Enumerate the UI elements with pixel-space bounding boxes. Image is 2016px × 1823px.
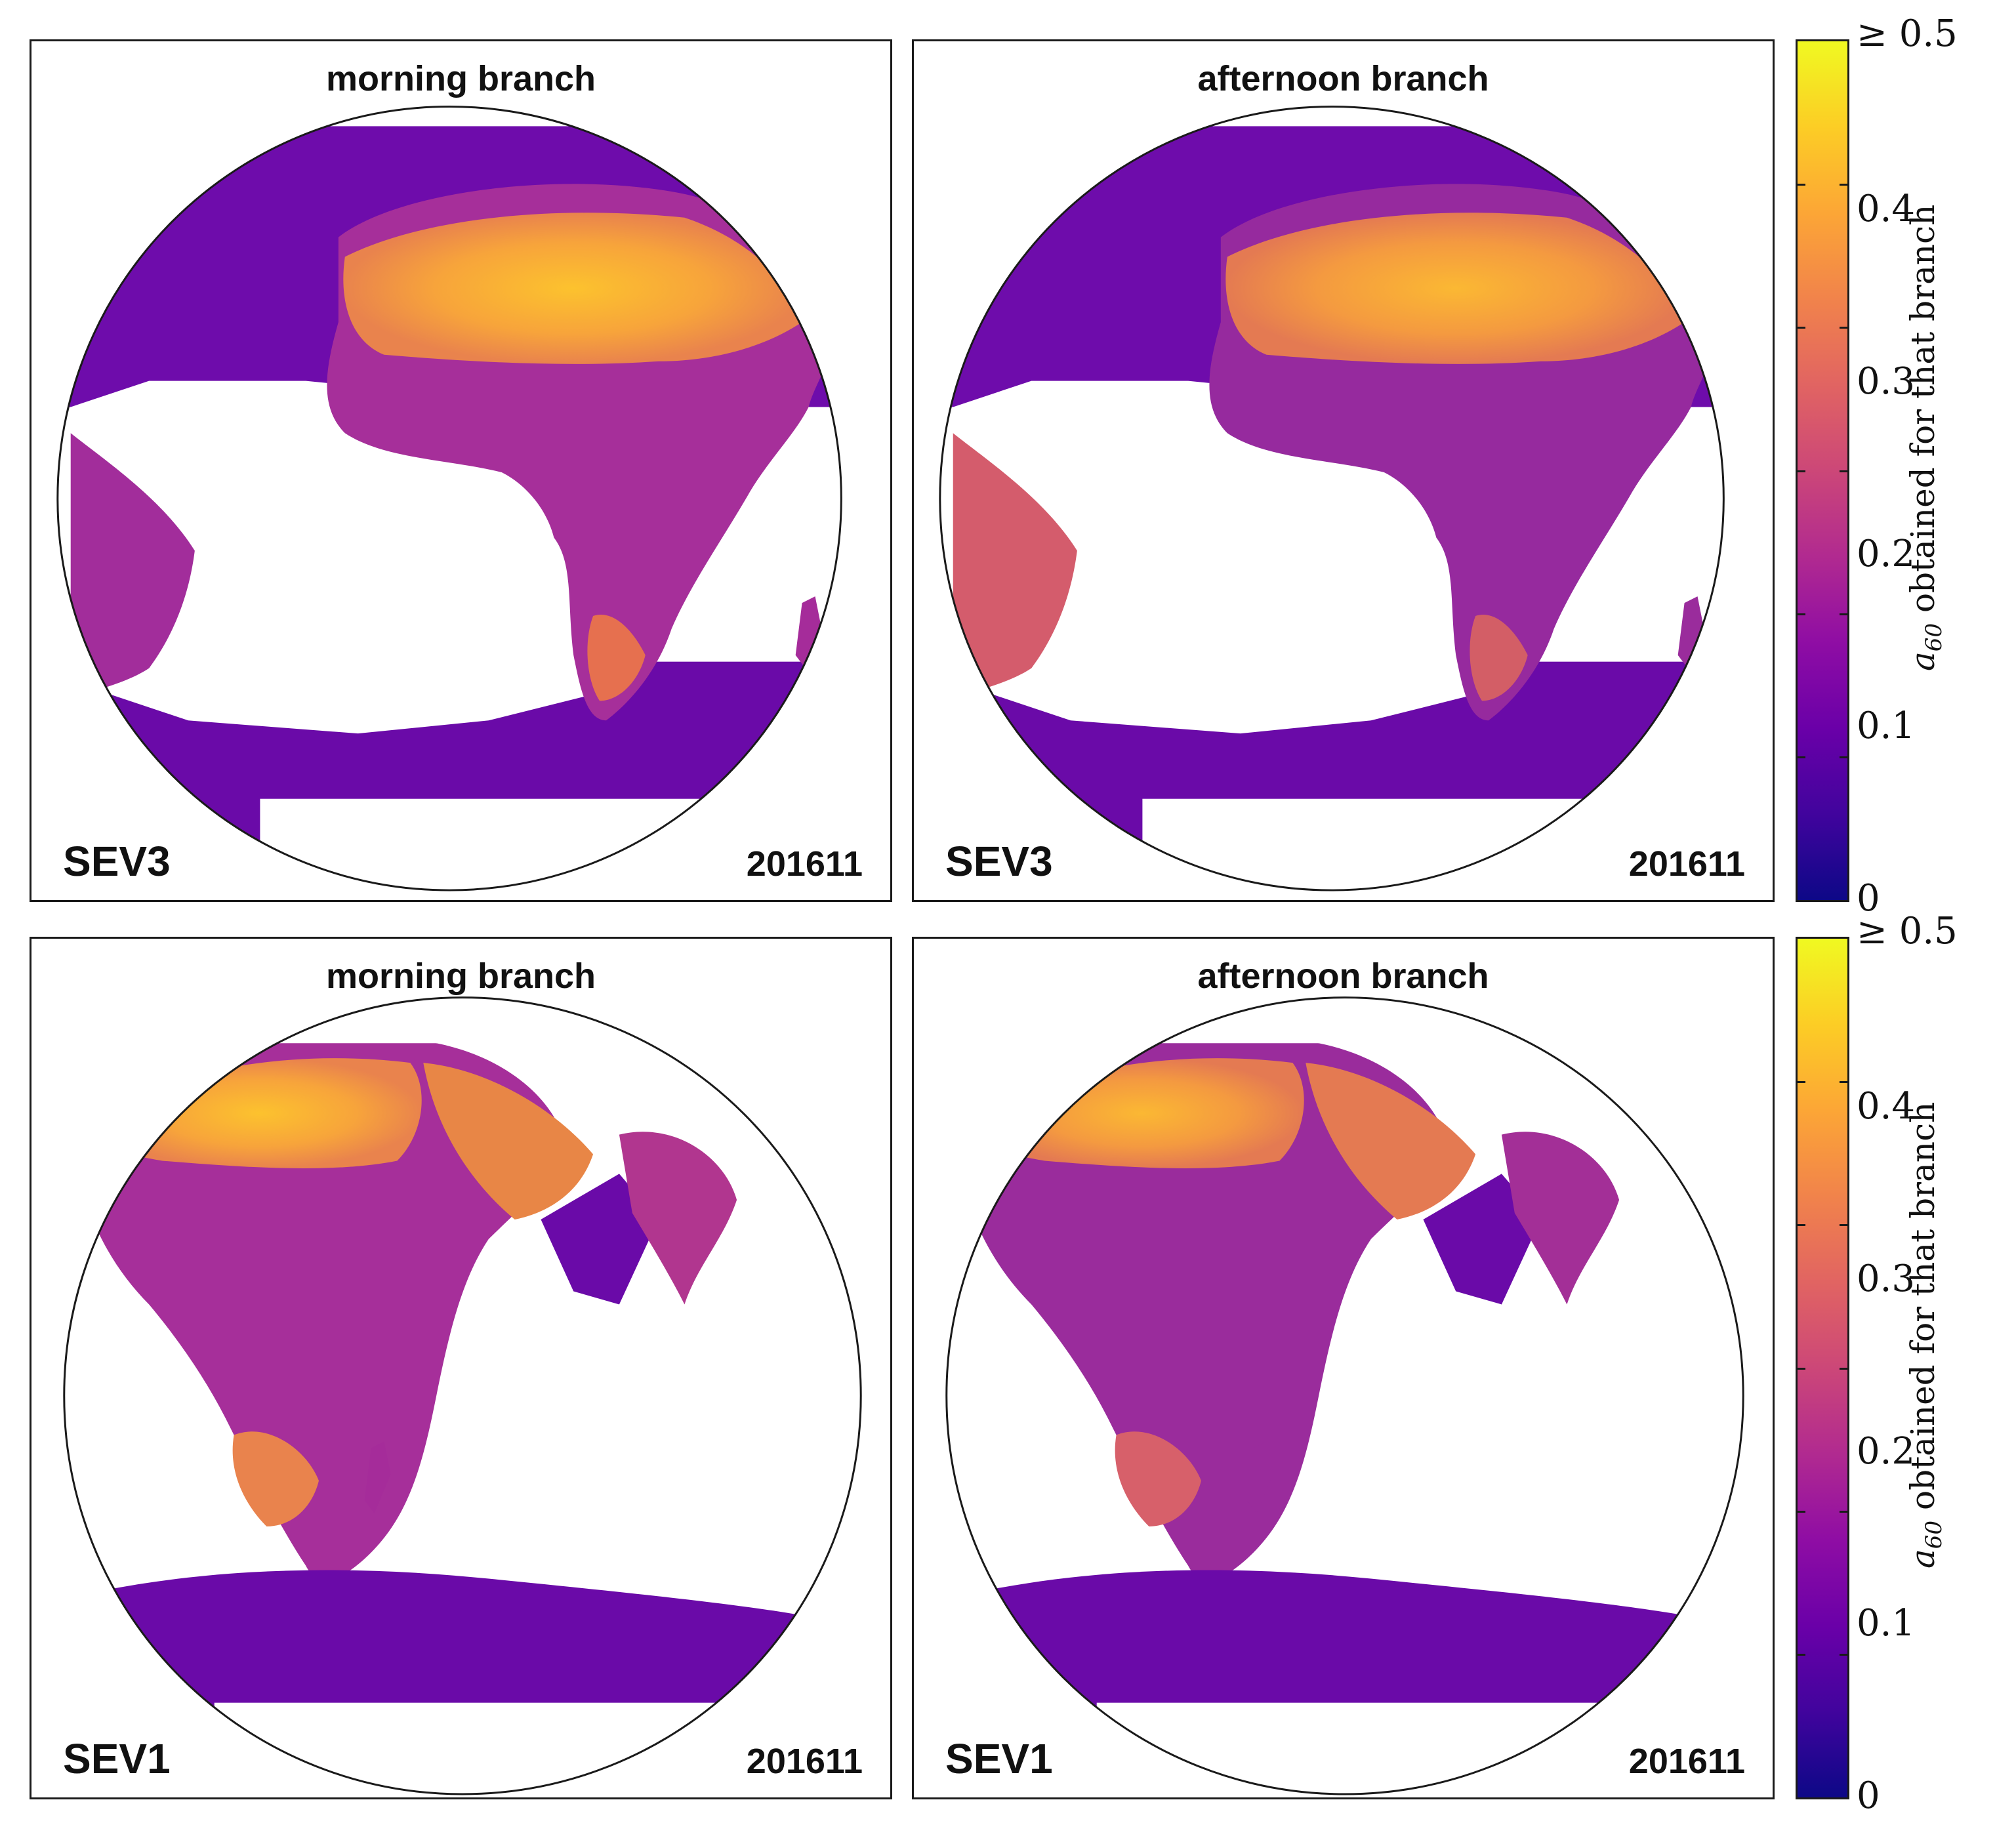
satellite-label: SEV1 (945, 1735, 1053, 1782)
variable-subscript: 60 (1921, 623, 1947, 652)
cloud-mask-north (64, 1017, 861, 1044)
date-label: 201611 (746, 1742, 863, 1781)
madagascar (364, 1441, 391, 1513)
south-america-landmass (953, 433, 1077, 695)
disk-map-sev3-afternoon (939, 106, 1725, 891)
arabian-peninsula (423, 1063, 594, 1220)
variable-symbol: a (1904, 651, 1942, 671)
colorbar-title-bottom: a60 obtained for that branch (1904, 1102, 1947, 1568)
map-panel-sev3-afternoon: afternoon branch SEV3 201611 (912, 39, 1775, 902)
south-africa-desert (1470, 615, 1528, 701)
colorbar-tick-label: ≥ 0.5 (1857, 910, 1958, 952)
colorbar-title-top: a60 obtained for that branch (1904, 205, 1947, 671)
africa-landmass (959, 1032, 1450, 1580)
cloud-mask-north (946, 1017, 1744, 1044)
madagascar (795, 596, 822, 668)
southern-clear-mask (260, 798, 783, 891)
colorbar-tick-label: 0.2 (1857, 1430, 1916, 1473)
disk-map-sev1-morning (63, 996, 862, 1795)
colorbar-tick-label: ≥ 0.5 (1857, 12, 1958, 55)
arabian-sea (1423, 1174, 1541, 1305)
satellite-label: SEV3 (63, 838, 171, 885)
satellite-label: SEV3 (945, 838, 1053, 885)
southern-clear-mask (1096, 1702, 1658, 1795)
clear-sky-mask (953, 380, 1502, 734)
map-panel-sev3-morning: morning branch SEV3 201611 (30, 39, 892, 902)
map-panel-sev1-afternoon: afternoon branch SEV1 201611 (912, 937, 1775, 1799)
south-america-landmass (70, 433, 195, 695)
disk-map-sev3-morning (56, 106, 842, 891)
africa-landmass (77, 1032, 567, 1580)
madagascar (1677, 596, 1704, 668)
variable-subscript: 60 (1921, 1520, 1947, 1549)
sahara-desert (96, 1058, 422, 1168)
branch-title: morning branch (325, 59, 596, 98)
south-africa-desert (587, 615, 646, 701)
arabian-sea (541, 1174, 659, 1305)
branch-title: morning branch (325, 956, 596, 996)
madagascar (1246, 1441, 1273, 1513)
colorbar-top (1796, 39, 1849, 902)
southern-clear-mask (1142, 798, 1665, 891)
date-label: 201611 (1628, 844, 1745, 884)
south-africa-desert (1115, 1431, 1201, 1526)
date-label: 201611 (1628, 1742, 1745, 1781)
map-panel-sev1-morning: morning branch SEV1 201611 (30, 937, 892, 1799)
branch-title: afternoon branch (1197, 956, 1489, 996)
colorbar-label-text: obtained for that branch (1904, 204, 1942, 623)
sahara-desert (979, 1058, 1304, 1168)
southern-clear-mask (214, 1702, 776, 1795)
india-landmass (1501, 1132, 1620, 1305)
colorbar-tick-label: 0.1 (1857, 1602, 1916, 1645)
sahara-desert (343, 213, 802, 364)
satellite-label: SEV1 (63, 1735, 171, 1782)
disk-map-sev1-afternoon (945, 996, 1744, 1795)
colorbar-label-text: obtained for that branch (1904, 1101, 1942, 1521)
variable-symbol: a (1904, 1549, 1942, 1568)
colorbar-tick-label: 0.1 (1857, 705, 1916, 747)
colorbar-tick-label: 0.4 (1857, 1085, 1916, 1128)
colorbar-tick-label: 0.4 (1857, 188, 1916, 230)
colorbar-tick-label: 0.3 (1857, 360, 1916, 403)
colorbar-bottom (1796, 937, 1849, 1799)
india-landmass (619, 1132, 737, 1305)
sahara-desert (1225, 213, 1685, 364)
colorbar-tick-label: 0.2 (1857, 533, 1916, 575)
colorbar-tick-label: 0.3 (1857, 1258, 1916, 1300)
south-africa-desert (232, 1431, 319, 1526)
arabian-peninsula (1306, 1063, 1476, 1220)
branch-title: afternoon branch (1197, 59, 1489, 98)
date-label: 201611 (746, 844, 863, 884)
colorbar-tick-label: 0 (1857, 1774, 1880, 1817)
clear-sky-mask (70, 380, 619, 734)
colorbar-tick-label: 0 (1857, 877, 1880, 920)
